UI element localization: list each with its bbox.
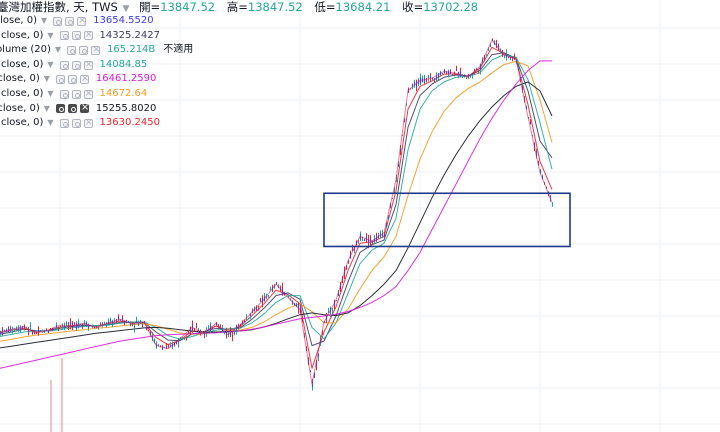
indicator-name[interactable]: (20, close, 0) — [0, 58, 44, 70]
high-value: 13847.52 — [247, 0, 303, 14]
indicator-list: (5, close, 0)▼13654.5520(10, close, 0)▼1… — [0, 14, 489, 131]
chevron-down-icon[interactable]: ▼ — [122, 4, 130, 14]
indicator-row[interactable]: (10, close, 0)▼ 14325.2427 — [0, 29, 489, 44]
indicator-value: 14672.64 — [99, 87, 148, 99]
settings-icon[interactable] — [71, 31, 81, 41]
settings-icon[interactable] — [71, 118, 81, 128]
close-icon[interactable] — [79, 102, 89, 114]
high-label: 高= — [226, 0, 248, 14]
indicator-name[interactable]: (5, close, 0) — [0, 15, 37, 26]
indicator-name[interactable]: (240, close, 0) — [0, 73, 40, 85]
series-line — [0, 60, 552, 369]
symbol-title[interactable]: 臺灣加權指數, 天, TWS — [0, 0, 118, 14]
chevron-down-icon[interactable]: ▼ — [47, 30, 54, 40]
indicator-value: 13654.5520 — [93, 15, 154, 26]
indicator-name[interactable]: (30, close, 0) — [0, 117, 44, 129]
indicator-value: 13630.2450 — [99, 117, 160, 129]
close-label: 收= — [402, 0, 424, 14]
indicator-status: 不適用 — [163, 44, 194, 56]
settings-icon[interactable] — [71, 60, 81, 70]
series-line — [0, 81, 553, 349]
settings-icon[interactable] — [71, 89, 81, 99]
close-icon[interactable] — [77, 15, 87, 26]
indicator-value: 14084.85 — [99, 58, 148, 70]
candlesticks — [0, 38, 554, 391]
eye-icon[interactable] — [59, 31, 69, 41]
close-icon[interactable] — [91, 44, 101, 55]
eye-icon[interactable] — [53, 16, 63, 26]
settings-icon[interactable] — [65, 16, 75, 26]
indicator-row[interactable]: (240, close, 0)▼ 16461.2590 — [0, 72, 489, 87]
close-icon[interactable] — [83, 29, 93, 41]
annotation-rectangle[interactable] — [323, 192, 571, 248]
chevron-down-icon[interactable]: ▼ — [47, 59, 54, 69]
series-line — [0, 60, 553, 342]
indicator-value: 165.214B — [107, 44, 156, 56]
indicator-name[interactable]: (60, close, 0) — [0, 87, 44, 99]
indicator-row[interactable]: (60, close, 0)▼ 14672.64 — [0, 87, 489, 102]
eye-icon[interactable] — [55, 75, 65, 85]
eye-icon[interactable] — [59, 118, 69, 128]
indicator-value: 15255.8020 — [95, 102, 157, 114]
low-value: 13684.21 — [335, 0, 391, 14]
indicator-row[interactable]: (5, close, 0) ▼ 13654.5520 — [0, 14, 489, 29]
chart-legend: 臺灣加權指數, 天, TWS ▼ 開=13847.52 高=13847.52 低… — [0, 0, 489, 131]
symbol-title-row[interactable]: 臺灣加權指數, 天, TWS ▼ 開=13847.52 高=13847.52 低… — [0, 0, 486, 14]
close-icon[interactable] — [83, 117, 93, 128]
chevron-down-icon[interactable]: ▼ — [47, 88, 54, 98]
settings-icon[interactable] — [67, 104, 77, 114]
eye-icon[interactable] — [67, 45, 77, 55]
chevron-down-icon[interactable]: ▼ — [43, 103, 50, 113]
chart-annotations[interactable] — [323, 192, 571, 248]
eye-icon[interactable] — [55, 104, 65, 114]
indicator-row[interactable]: (120, close, 0)▼ 15255.8020 — [0, 102, 489, 117]
settings-icon[interactable] — [67, 75, 77, 85]
chevron-down-icon[interactable]: ▼ — [41, 16, 48, 25]
close-value: 13702.28 — [423, 0, 479, 14]
settings-icon[interactable] — [79, 45, 89, 55]
chevron-down-icon[interactable]: ▼ — [43, 74, 50, 84]
open-label: 開= — [139, 0, 161, 14]
indicator-value: 16461.2590 — [95, 73, 157, 85]
indicator-row[interactable]: (20, close, 0)▼ 14084.85 — [0, 58, 489, 73]
price-line — [0, 39, 553, 385]
chevron-down-icon[interactable]: ▼ — [47, 118, 54, 128]
indicator-row[interactable]: (30, close, 0)▼ 13630.2450 — [0, 116, 489, 131]
eye-icon[interactable] — [59, 60, 69, 70]
close-icon[interactable] — [83, 59, 93, 70]
indicator-name[interactable]: Volume (20) — [0, 44, 51, 56]
close-icon[interactable] — [79, 73, 89, 85]
low-label: 低= — [314, 0, 336, 14]
indicator-name[interactable]: (10, close, 0) — [0, 29, 44, 41]
eye-icon[interactable] — [59, 89, 69, 99]
chevron-down-icon[interactable]: ▼ — [54, 45, 62, 55]
volume-bars — [50, 358, 63, 432]
indicator-row[interactable]: Volume (20)▼ 165.214B 不適用 — [0, 43, 489, 58]
indicator-value: 14325.2427 — [99, 29, 160, 41]
open-value: 13847.52 — [160, 0, 216, 14]
close-icon[interactable] — [83, 88, 93, 99]
indicator-name[interactable]: (120, close, 0) — [0, 102, 40, 114]
